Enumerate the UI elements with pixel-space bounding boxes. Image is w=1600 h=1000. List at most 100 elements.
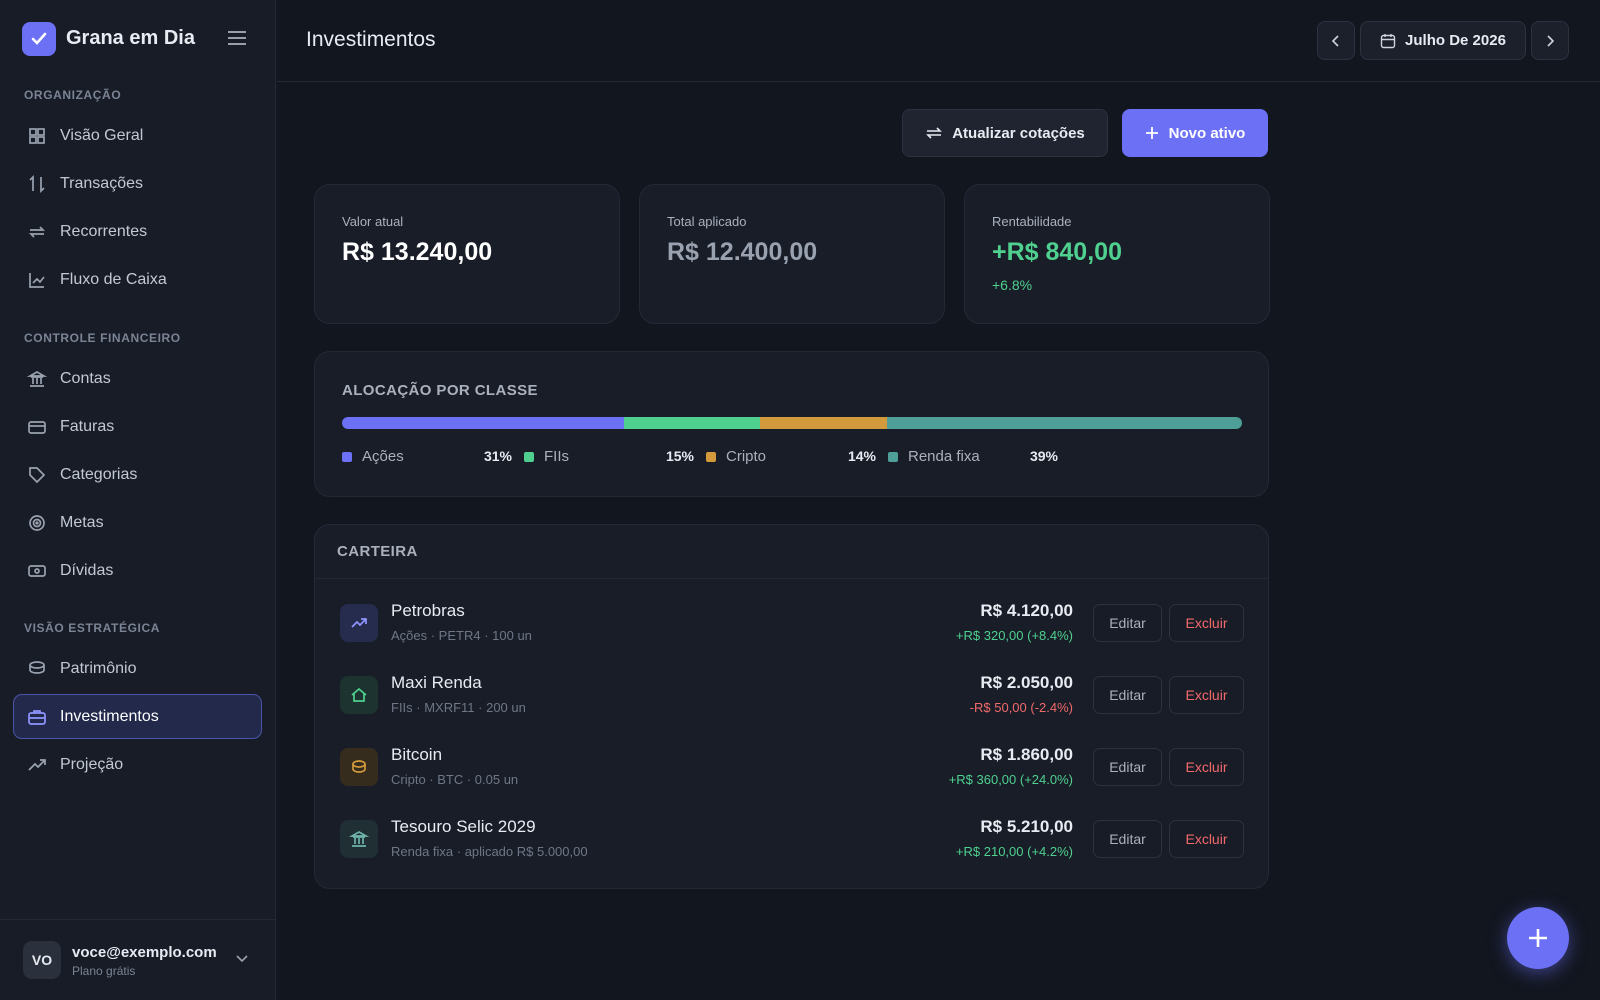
nav-label: Recorrentes — [60, 222, 148, 240]
summary-card: Valor atual R$ 13.240,00 — [314, 184, 620, 324]
edit-button[interactable]: Editar — [1093, 748, 1162, 786]
nav-item[interactable]: Patrimônio — [13, 646, 262, 691]
card-value: R$ 13.240,00 — [342, 238, 493, 266]
card-value: +R$ 840,00 — [992, 238, 1122, 266]
asset-change: -R$ 50,00 (-2.4%) — [969, 700, 1073, 715]
legend-name: Ações — [362, 448, 404, 465]
nav-label: Investimentos — [60, 707, 159, 725]
asset-change: +R$ 320,00 (+8.4%) — [955, 628, 1073, 643]
topbar — [277, 0, 1600, 82]
asset-detail: FIIs · MXRF11 · 200 un — [391, 700, 526, 715]
nav-item[interactable]: Dívidas — [13, 548, 262, 593]
nav-item[interactable]: Recorrentes — [13, 209, 262, 254]
legend-percent: 31% — [483, 448, 512, 464]
nav-label: Fluxo de Caixa — [60, 270, 167, 288]
asset-icon — [340, 820, 378, 858]
section-title: ORGANIZAÇÃO — [24, 88, 122, 102]
user-plan: Plano grátis — [72, 964, 136, 978]
summary-card: Total aplicado R$ 12.400,00 — [639, 184, 945, 324]
allocation-segment — [342, 417, 624, 429]
nav-label: Faturas — [60, 417, 115, 435]
refresh-label: Atualizar cotações — [952, 124, 1085, 142]
user-email: voce@exemplo.com — [72, 944, 217, 961]
summary-card: Rentabilidade +R$ 840,00 +6.8% — [964, 184, 1270, 324]
asset-name: Tesouro Selic 2029 — [391, 817, 536, 836]
card-label: Rentabilidade — [992, 214, 1072, 229]
asset-change: +R$ 360,00 (+24.0%) — [948, 772, 1073, 787]
period: Julho De 2026 — [1405, 32, 1506, 49]
asset-icon — [340, 676, 378, 714]
asset-name: Bitcoin — [391, 745, 443, 764]
legend-swatch — [706, 452, 716, 462]
nav-item[interactable]: Categorias — [13, 452, 262, 497]
nav-item[interactable]: Contas — [13, 356, 262, 401]
asset-detail: Cripto · BTC · 0.05 un — [391, 772, 519, 787]
card-change: +6.8% — [992, 277, 1033, 293]
next-month[interactable] — [1531, 21, 1569, 60]
refresh-button[interactable]: Atualizar cotações — [902, 109, 1108, 157]
nav-label: Contas — [60, 369, 111, 387]
user-menu[interactable] — [236, 955, 248, 963]
nav-label: Transações — [60, 174, 143, 192]
asset-change: +R$ 210,00 (+4.2%) — [955, 844, 1073, 859]
legend-swatch — [524, 452, 534, 462]
nav-item[interactable]: Visão Geral — [13, 113, 262, 158]
portfolio-card: CARTEIRA Petrobras Ações · PETR4 · 100 un… — [314, 524, 1269, 889]
page-title: Investimentos — [306, 28, 436, 51]
logo — [22, 22, 56, 56]
nav-item[interactable]: Transações — [13, 161, 262, 206]
brand: Grana em Dia — [66, 27, 195, 49]
delete-button[interactable]: Excluir — [1169, 820, 1244, 858]
edit-button[interactable]: Editar — [1093, 820, 1162, 858]
menu-toggle[interactable] — [227, 29, 247, 47]
asset-name: Maxi Renda — [391, 673, 482, 692]
asset-value: R$ 4.120,00 — [980, 601, 1073, 620]
allocation-segment — [623, 417, 761, 429]
new-asset-label: Novo ativo — [1168, 124, 1246, 142]
delete-button[interactable]: Excluir — [1169, 748, 1244, 786]
card-value: R$ 12.400,00 — [667, 238, 818, 266]
nav-label: Projeção — [60, 755, 124, 773]
section-title: CONTROLE FINANCEIRO — [24, 331, 181, 345]
card-label: Total aplicado — [667, 214, 747, 229]
allocation-segment — [760, 417, 888, 429]
asset-value: R$ 1.860,00 — [980, 745, 1073, 764]
nav-item[interactable]: Fluxo de Caixa — [13, 257, 262, 302]
nav-label: Dívidas — [60, 561, 114, 579]
new-asset-button[interactable]: Novo ativo — [1122, 109, 1268, 157]
avatar: VO — [23, 941, 61, 979]
asset-detail: Renda fixa · aplicado R$ 5.000,00 — [391, 844, 588, 859]
nav-label: Visão Geral — [60, 126, 144, 144]
nav-item[interactable]: Faturas — [13, 404, 262, 449]
allocation-title: ALOCAÇÃO POR CLASSE — [342, 382, 538, 399]
edit-button[interactable]: Editar — [1093, 604, 1162, 642]
nav-item[interactable]: Projeção — [13, 742, 262, 787]
portfolio-title: CARTEIRA — [337, 543, 418, 560]
asset-name: Petrobras — [391, 601, 465, 620]
legend-swatch — [888, 452, 898, 462]
nav-label: Metas — [60, 513, 104, 531]
legend-name: Renda fixa — [908, 448, 980, 465]
asset-icon — [340, 604, 378, 642]
period-picker[interactable]: Julho De 2026 — [1360, 21, 1526, 60]
card-label: Valor atual — [342, 214, 404, 229]
asset-value: R$ 2.050,00 — [980, 673, 1073, 692]
edit-button[interactable]: Editar — [1093, 676, 1162, 714]
legend-name: FIIs — [544, 448, 569, 465]
legend-swatch — [342, 452, 352, 462]
legend-percent: 15% — [665, 448, 694, 464]
legend-percent: 14% — [847, 448, 876, 464]
section-title: VISÃO ESTRATÉGICA — [24, 621, 160, 635]
nav-item[interactable]: Metas — [13, 500, 262, 545]
nav-label: Categorias — [60, 465, 138, 483]
nav-item[interactable]: Investimentos — [13, 694, 262, 739]
prev-month[interactable] — [1317, 21, 1355, 60]
legend-percent: 39% — [1029, 448, 1058, 464]
asset-icon — [340, 748, 378, 786]
fab-add[interactable] — [1507, 907, 1569, 969]
delete-button[interactable]: Excluir — [1169, 676, 1244, 714]
delete-button[interactable]: Excluir — [1169, 604, 1244, 642]
asset-value: R$ 5.210,00 — [980, 817, 1073, 836]
allocation-segment — [887, 417, 1242, 429]
